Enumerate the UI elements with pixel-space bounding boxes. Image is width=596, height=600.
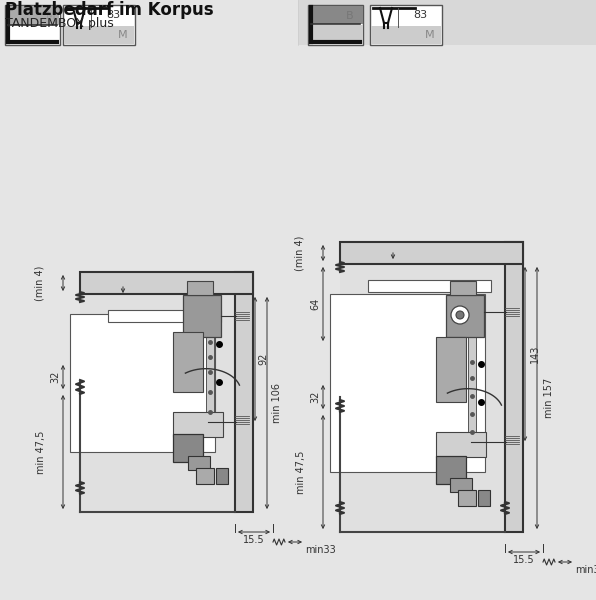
Bar [5,5,60,45]
Text: TANDEMBOX plus: TANDEMBOX plus [5,17,114,31]
Bar [80,294,235,512]
Text: M: M [425,30,435,40]
Bar [446,295,484,337]
Circle shape [456,311,464,319]
Bar [458,490,476,506]
Bar [6,6,59,25]
Bar [309,6,363,24]
Bar [436,337,466,402]
Bar [173,412,223,437]
Bar [0,0,298,45]
Bar [187,281,213,295]
Bar [370,5,442,45]
Text: 83: 83 [106,10,120,20]
Text: min33: min33 [575,565,596,575]
Text: 143: 143 [530,345,540,363]
Bar [63,5,135,45]
Bar [309,25,363,44]
Text: M: M [118,30,128,40]
Bar [340,242,523,264]
Bar [173,434,203,462]
Bar [340,264,505,532]
Bar [371,26,441,44]
Bar [196,468,214,484]
Bar [64,26,134,44]
Text: 32: 32 [310,391,320,403]
Bar [206,312,214,432]
Text: min 47,5: min 47,5 [36,430,46,473]
Text: 15.5: 15.5 [513,555,535,565]
Bar [235,272,253,512]
Bar [108,310,221,322]
Bar [450,281,476,295]
Bar [505,242,523,532]
Bar [80,272,253,294]
Text: Platzbedarf im Korpus: Platzbedarf im Korpus [5,1,213,19]
Bar [308,5,363,45]
Text: 64: 64 [310,298,320,310]
Bar [183,295,221,337]
Text: (min 4): (min 4) [34,265,44,301]
Bar [478,490,490,506]
Text: min 106: min 106 [272,383,282,423]
Text: 83: 83 [413,10,427,20]
Bar [298,0,596,45]
Bar [450,478,472,492]
Bar [436,432,486,457]
Bar [70,314,215,452]
Text: min 157: min 157 [544,378,554,418]
Bar [173,332,203,392]
Text: 92: 92 [258,353,268,365]
Bar [188,456,210,470]
Bar [330,294,485,472]
Text: min 47,5: min 47,5 [296,451,306,494]
Text: (min 4): (min 4) [294,235,304,271]
Bar [216,468,228,484]
Circle shape [451,306,469,324]
Text: B: B [346,11,354,21]
Bar [436,456,466,484]
Bar [468,327,476,447]
Text: 15.5: 15.5 [243,535,265,545]
Text: M: M [46,11,56,21]
Text: min33: min33 [305,545,336,555]
Bar [368,280,491,292]
Text: 32: 32 [50,371,60,383]
